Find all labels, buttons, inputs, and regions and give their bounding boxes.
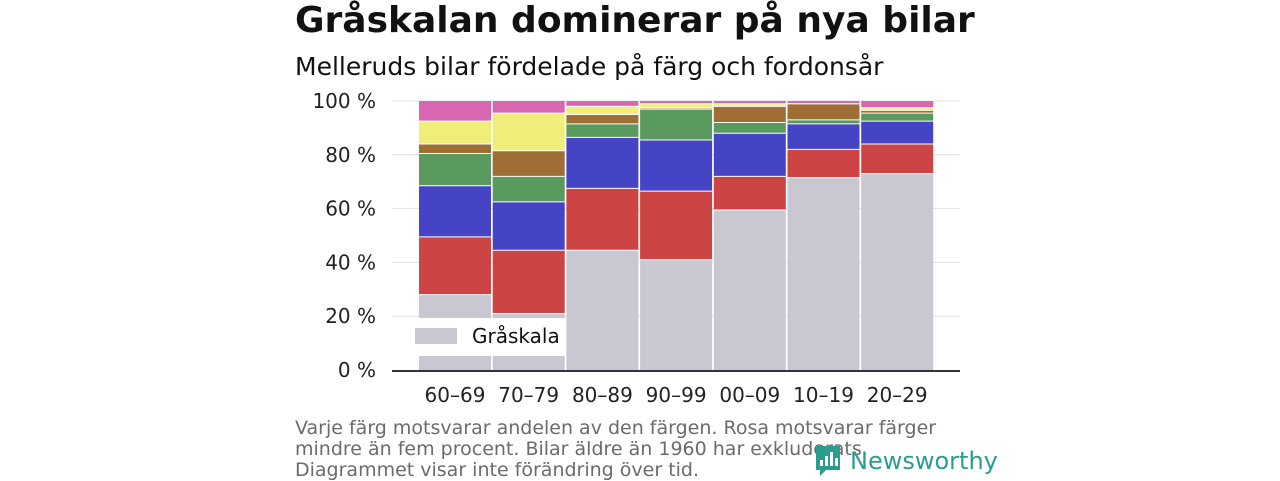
legend: Gråskala <box>405 318 565 356</box>
bar-segment-0-3 <box>419 153 491 186</box>
bar-segment-4-0 <box>713 209 786 370</box>
bar-segment-6-2 <box>861 121 934 145</box>
bar-segment-3-0 <box>640 259 713 370</box>
legend-swatch-grayscale <box>415 328 457 344</box>
x-tick-label: 10–19 <box>793 383 854 407</box>
bar-segment-3-4 <box>640 107 713 110</box>
y-tick-label: 80 % <box>325 143 376 167</box>
bar-segment-2-1 <box>566 188 639 251</box>
bar-segment-2-5 <box>566 106 639 115</box>
x-tick-label: 20–29 <box>867 383 928 407</box>
bar-segment-3-3 <box>640 109 713 141</box>
footnote: Varje färg motsvarar andelen av den färg… <box>295 417 937 481</box>
bar-segment-6-5 <box>861 107 934 111</box>
bar-segment-6-0 <box>861 173 934 370</box>
bar-segment-5-6 <box>787 101 860 104</box>
x-tick-label: 60–69 <box>425 383 486 407</box>
bar-segment-6-4 <box>861 110 934 114</box>
brand-logo: Newsworthy <box>814 444 998 478</box>
brand-name: Newsworthy <box>850 447 998 475</box>
bar-segment-2-3 <box>566 123 639 138</box>
bar-segment-1-4 <box>492 150 565 177</box>
bar-segment-1-5 <box>492 113 565 151</box>
x-tick-label: 00–09 <box>719 383 780 407</box>
bar-segment-2-6 <box>566 101 639 107</box>
bar-segment-4-3 <box>713 122 786 134</box>
bar-segment-5-1 <box>787 149 860 178</box>
bar-segment-2-0 <box>566 250 639 370</box>
bar-segment-6-3 <box>861 113 934 122</box>
y-axis-ticks: 0 % 20 % 40 % 60 % 80 % 100 % <box>312 89 376 382</box>
bar-segment-2-2 <box>566 137 639 189</box>
bar-segment-2-4 <box>566 114 639 124</box>
bar-segment-1-6 <box>492 101 565 114</box>
bar-segment-0-1 <box>419 236 491 295</box>
bar-segment-0-6 <box>419 101 491 122</box>
bar-segment-6-6 <box>861 101 934 108</box>
bar-segment-3-2 <box>640 140 713 192</box>
bar-segment-1-2 <box>492 201 565 251</box>
bar-segment-0-5 <box>419 121 491 145</box>
bar-segment-4-5 <box>713 103 786 107</box>
bar-segment-4-6 <box>713 101 786 104</box>
bar-segment-0-2 <box>419 185 491 237</box>
bar-segment-4-4 <box>713 106 786 123</box>
bar-segment-5-3 <box>787 119 860 124</box>
bar-segment-5-0 <box>787 177 860 370</box>
y-tick-label: 20 % <box>325 304 376 328</box>
bar-segment-4-1 <box>713 176 786 210</box>
y-tick-label: 60 % <box>325 197 376 221</box>
chart-title: Gråskalan dominerar på nya bilar <box>295 0 975 41</box>
bar-segment-3-6 <box>640 101 713 104</box>
y-tick-label: 0 % <box>338 358 376 382</box>
bar-segment-5-4 <box>787 103 860 120</box>
newsworthy-logo-icon <box>816 446 840 476</box>
legend-label: Gråskala <box>472 324 560 348</box>
x-tick-label: 70–79 <box>498 383 559 407</box>
bar-segment-0-4 <box>419 144 491 154</box>
bar-segment-1-3 <box>492 176 565 202</box>
x-axis-ticks: 60–69 70–79 80–89 90–99 00–09 10–19 20–29 <box>425 383 928 407</box>
bar-segment-3-5 <box>640 103 713 108</box>
x-tick-label: 80–89 <box>572 383 633 407</box>
y-tick-label: 40 % <box>325 250 376 274</box>
bar-segment-1-1 <box>492 250 565 314</box>
chart-subtitle: Melleruds bilar fördelade på färg och fo… <box>295 52 884 81</box>
bar-segment-4-2 <box>713 133 786 177</box>
bar-segment-3-1 <box>640 191 713 260</box>
y-tick-label: 100 % <box>312 89 376 113</box>
bar-segment-6-1 <box>861 144 934 174</box>
bar-segment-5-2 <box>787 123 860 150</box>
x-tick-label: 90–99 <box>646 383 707 407</box>
